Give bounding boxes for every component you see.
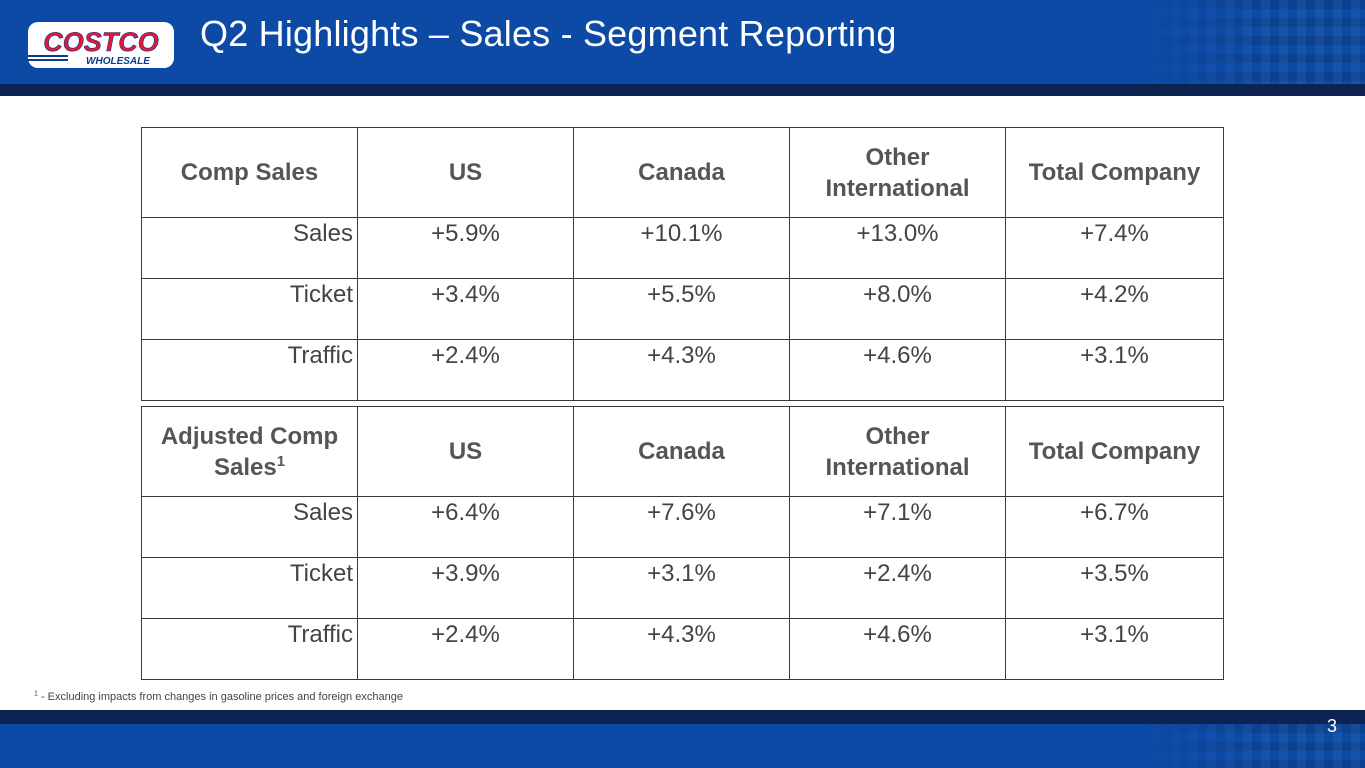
footnote-marker: 1 [276,452,286,470]
cell-canada: +10.1% [573,217,790,279]
table-row: Ticket +3.4% +5.5% +8.0% +4.2% [141,278,1224,340]
cell-canada: +5.5% [573,278,790,340]
footnote: 1 - Excluding impacts from changes in ga… [34,690,403,703]
footer-stripe [0,710,1365,724]
svg-text:COSTCO: COSTCO [43,27,159,57]
page-title: Q2 Highlights – Sales - Segment Reportin… [200,13,897,54]
footnote-marker: 1 [34,690,38,698]
header-us: US [357,127,574,218]
cell-total-company: +3.1% [1005,618,1224,680]
cell-canada: +4.3% [573,339,790,401]
cell-canada: +3.1% [573,557,790,619]
svg-text:WHOLESALE: WHOLESALE [86,56,150,67]
table-row: Traffic +2.4% +4.3% +4.6% +3.1% [141,618,1224,680]
cell-total-company: +7.4% [1005,217,1224,279]
header-total-company: Total Company [1005,127,1224,218]
cell-us: +5.9% [357,217,574,279]
header-adjusted-comp-sales: Adjusted Comp Sales1 [141,406,358,497]
cell-other-international: +4.6% [789,339,1006,401]
cell-us: +6.4% [357,496,574,558]
footer-band [0,724,1365,768]
adjusted-comp-sales-table: Adjusted Comp Sales1 US Canada Other Int… [141,406,1224,680]
row-label: Sales [141,217,358,279]
cell-other-international: +7.1% [789,496,1006,558]
header-total-company: Total Company [1005,406,1224,497]
cell-other-international: +4.6% [789,618,1006,680]
table-header-row: Adjusted Comp Sales1 US Canada Other Int… [141,406,1224,497]
header-band [0,0,1365,84]
header-mosaic-decoration [1135,0,1365,84]
footer-mosaic-decoration [1135,724,1365,768]
cell-other-international: +13.0% [789,217,1006,279]
table-row: Traffic +2.4% +4.3% +4.6% +3.1% [141,339,1224,401]
header-other-international: Other International [789,406,1006,497]
cell-us: +3.9% [357,557,574,619]
header-canada: Canada [573,127,790,218]
header-canada: Canada [573,406,790,497]
footnote-text: - Excluding impacts from changes in gaso… [37,691,403,703]
cell-total-company: +6.7% [1005,496,1224,558]
cell-total-company: +3.1% [1005,339,1224,401]
cell-other-international: +8.0% [789,278,1006,340]
cell-us: +3.4% [357,278,574,340]
table-row: Sales +6.4% +7.6% +7.1% +6.7% [141,496,1224,558]
row-label: Ticket [141,278,358,340]
cell-total-company: +3.5% [1005,557,1224,619]
cell-other-international: +2.4% [789,557,1006,619]
header-us: US [357,406,574,497]
header-adjusted-comp-sales-label: Adjusted Comp Sales [160,422,339,481]
table-header-row: Comp Sales US Canada Other International… [141,127,1224,218]
header-stripe [0,84,1365,96]
row-label: Traffic [141,618,358,680]
cell-us: +2.4% [357,339,574,401]
cell-total-company: +4.2% [1005,278,1224,340]
cell-canada: +7.6% [573,496,790,558]
row-label: Traffic [141,339,358,401]
row-label: Ticket [141,557,358,619]
row-label: Sales [141,496,358,558]
header-comp-sales: Comp Sales [141,127,358,218]
comp-sales-table: Comp Sales US Canada Other International… [141,127,1224,401]
cell-us: +2.4% [357,618,574,680]
table-row: Sales +5.9% +10.1% +13.0% +7.4% [141,217,1224,279]
page-number: 3 [1326,716,1337,736]
header-other-international: Other International [789,127,1006,218]
table-row: Ticket +3.9% +3.1% +2.4% +3.5% [141,557,1224,619]
costco-logo: COSTCO WHOLESALE [28,22,174,68]
cell-canada: +4.3% [573,618,790,680]
